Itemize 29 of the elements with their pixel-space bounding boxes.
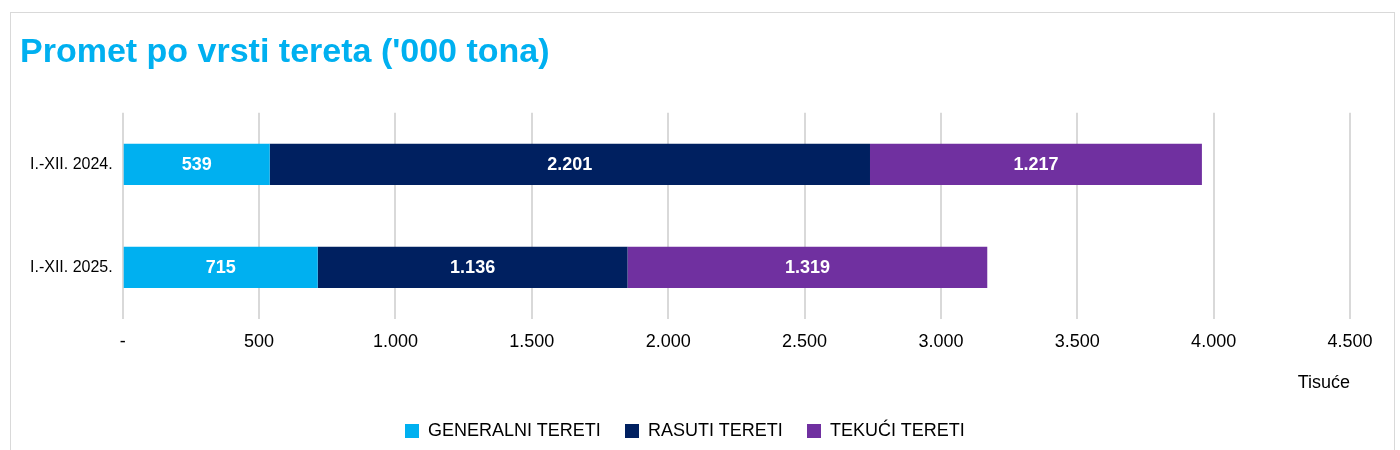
x-tick-label: 4.000 [1191,330,1237,351]
x-tick-label: 3.000 [918,330,964,351]
legend-label: GENERALNI TERETI [427,419,601,440]
chart-title: Promet po vrsti tereta ('000 tona) [20,30,550,69]
bar [869,143,1202,185]
x-tick-label: 2.000 [645,330,691,351]
x-tick-label: 2.500 [782,330,828,351]
data-label: 1.136 [450,257,496,278]
x-tick-label: 1.500 [509,330,555,351]
bar [123,143,270,185]
data-label: 539 [181,154,212,175]
data-label: 2.201 [547,154,593,175]
x-tick-label: - [119,330,126,351]
bar [123,246,318,288]
legend-label: RASUTI TERETI [648,419,783,440]
data-label: 1.217 [1013,154,1059,175]
x-tick-label: 3.500 [1054,330,1100,351]
data-label: 715 [205,257,236,278]
legend-label: TEKUĆI TERETI [830,418,965,440]
x-tick-label: 500 [244,330,275,351]
data-label: 1.319 [784,257,830,278]
y-tick-label: I.-XII. 2025. [29,257,113,275]
x-tick-label: 4.500 [1327,330,1373,351]
y-tick-label: I.-XII. 2024. [29,154,113,172]
bar [317,246,628,288]
x-axis-title: Tisuće [1297,372,1350,393]
x-tick-label: 1.000 [372,330,418,351]
bar [627,246,988,288]
bar [269,143,870,185]
